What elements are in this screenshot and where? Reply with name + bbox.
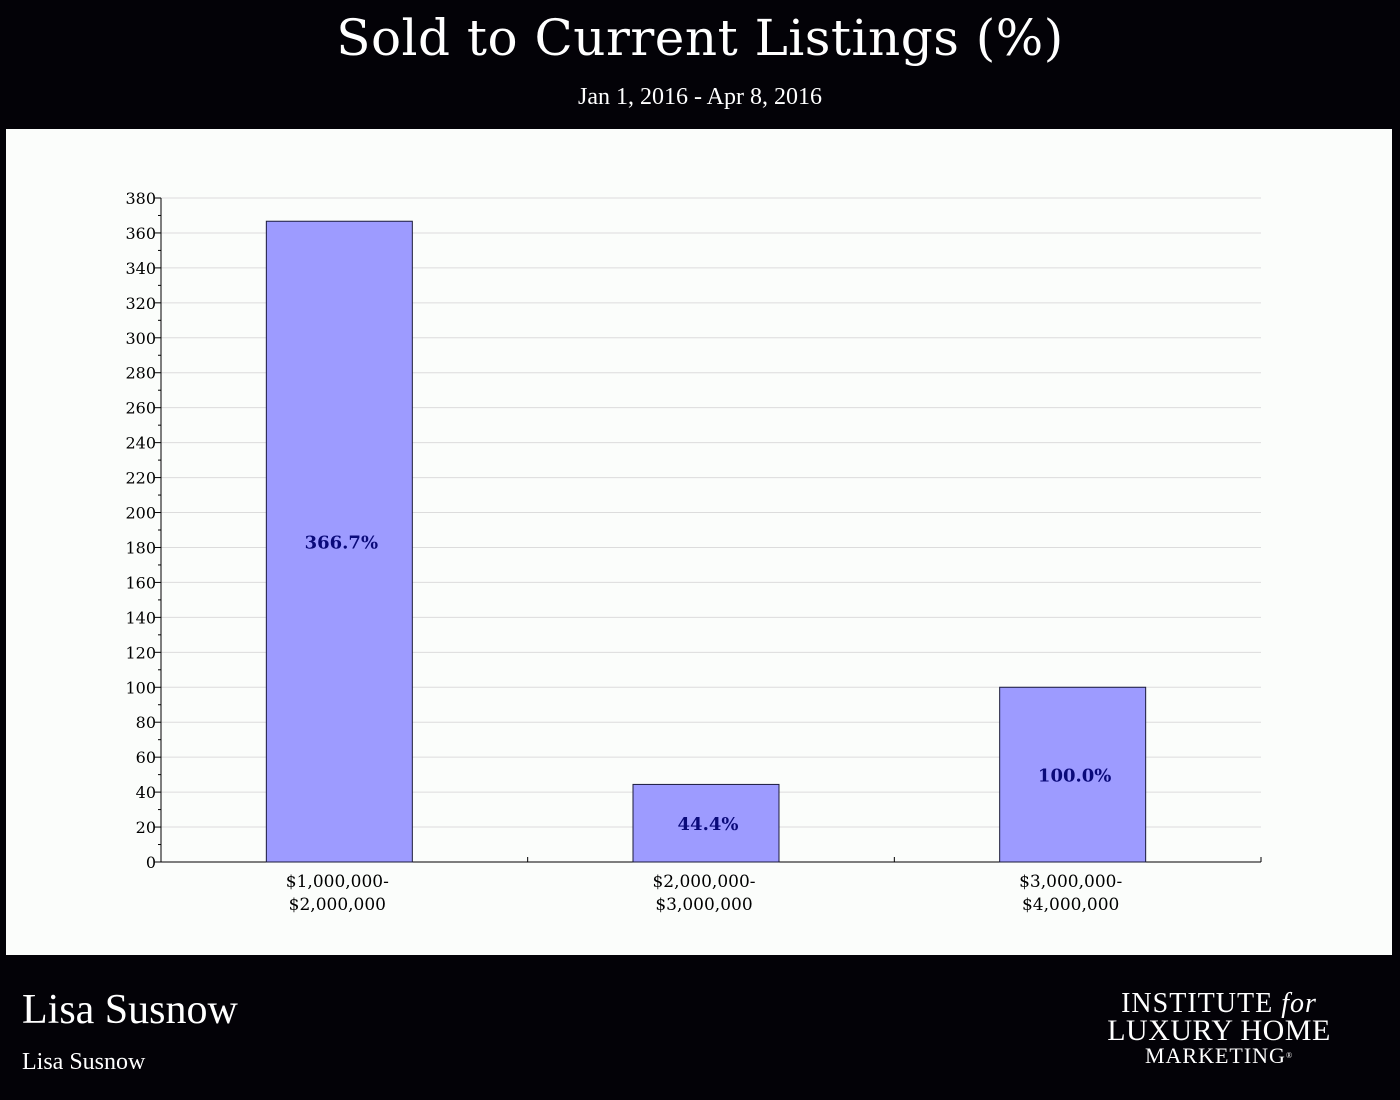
chart-date-range: Jan 1, 2016 - Apr 8, 2016 — [578, 84, 822, 110]
y-tick-label: 60 — [136, 748, 156, 767]
y-tick-label: 280 — [125, 364, 156, 383]
y-tick-label: 0 — [146, 853, 156, 872]
y-tick-label: 80 — [136, 713, 156, 732]
y-tick-label: 200 — [125, 504, 156, 523]
chart-header: Sold to Current Listings (%) Jan 1, 2016… — [0, 0, 1400, 128]
logo-word-institute: INSTITUTE — [1121, 988, 1274, 1019]
y-tick-label: 120 — [125, 643, 156, 662]
x-category-label: $3,000,000 — [655, 895, 752, 915]
x-category-label: $2,000,000 — [289, 895, 386, 915]
chart-title: Sold to Current Listings (%) — [336, 9, 1064, 67]
y-tick-label: 340 — [125, 259, 156, 278]
x-category-label: $3,000,000- — [1019, 872, 1122, 892]
y-tick-label: 40 — [136, 783, 156, 802]
logo-word-for: for — [1281, 988, 1317, 1019]
bar-data-label: 100.0% — [1038, 766, 1111, 787]
footer: Lisa Susnow Lisa Susnow INSTITUTE for LU… — [0, 956, 1400, 1100]
x-category-label: $4,000,000 — [1022, 895, 1119, 915]
registered-mark: ® — [1285, 1051, 1294, 1060]
bar — [632, 783, 780, 863]
bar-data-label: 44.4% — [678, 814, 739, 835]
y-tick-label: 20 — [136, 818, 156, 837]
x-category-label: $2,000,000- — [652, 872, 755, 892]
institute-logo: INSTITUTE for LUXURY HOME MARKETING® — [1088, 990, 1350, 1072]
bar — [999, 686, 1147, 863]
x-category-label: $1,000,000- — [286, 872, 389, 892]
logo-line-1: INSTITUTE for — [1088, 990, 1350, 1018]
y-tick-label: 160 — [125, 573, 156, 592]
chart-panel: 0 20 40 60 80 100 120 140 160 180 200 220 240 260 280 3… — [6, 129, 1392, 955]
bar — [265, 220, 413, 863]
y-tick-label: 240 — [125, 434, 156, 453]
y-tick-label: 320 — [125, 294, 156, 313]
agent-subtitle: Lisa Susnow — [22, 1049, 146, 1075]
y-tick-label: 260 — [125, 399, 156, 418]
logo-word-marketing: MARKETING — [1144, 1043, 1286, 1068]
y-tick-label: 180 — [125, 538, 156, 557]
y-tick-label: 220 — [125, 469, 156, 488]
bar-chart: 0 20 40 60 80 100 120 140 160 180 200 220 240 260 280 3… — [125, 189, 1262, 915]
agent-name: Lisa Susnow — [22, 987, 238, 1033]
logo-line-2: LUXURY HOME — [1107, 1014, 1331, 1047]
y-tick-label: 300 — [125, 329, 156, 348]
y-tick-label: 100 — [125, 678, 156, 697]
y-tick-label: 140 — [125, 608, 156, 627]
y-tick-label: 360 — [125, 224, 156, 243]
bar-data-label: 366.7% — [305, 533, 378, 554]
y-tick-label: 380 — [125, 189, 156, 208]
logo-line-3: MARKETING® — [1088, 1044, 1350, 1068]
